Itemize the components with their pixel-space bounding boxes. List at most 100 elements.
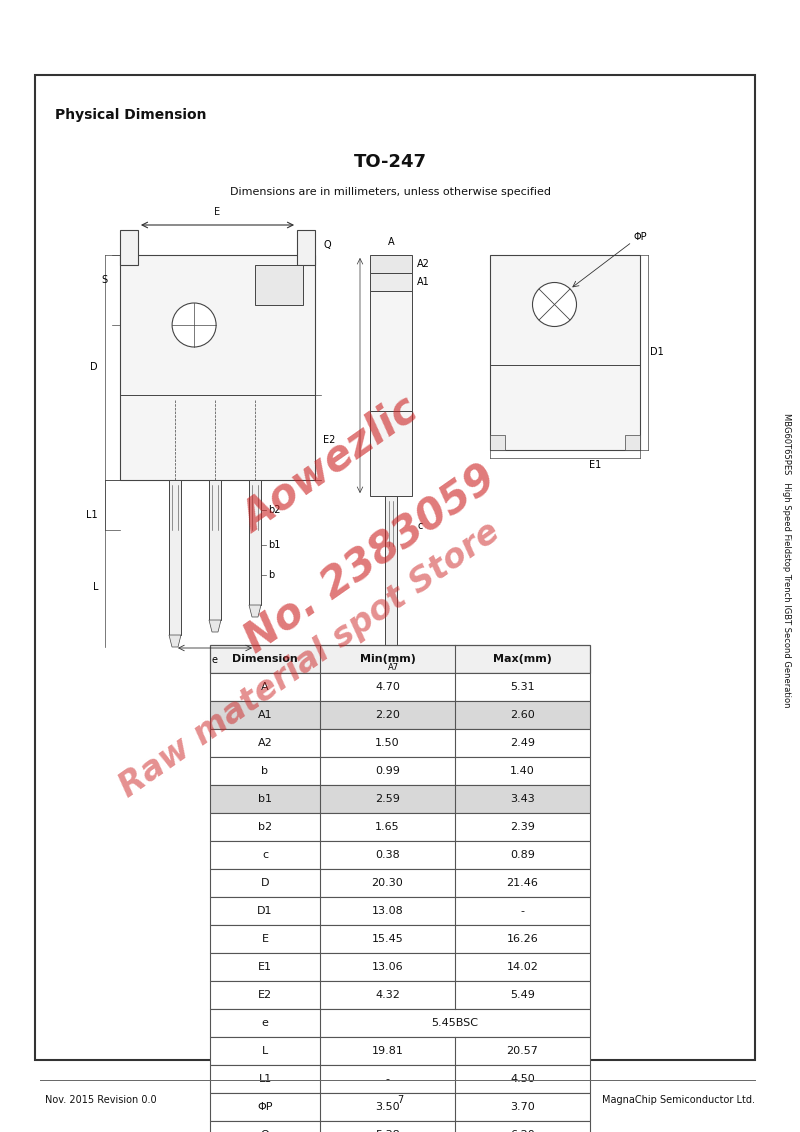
Text: 0.89: 0.89 <box>510 850 535 860</box>
Bar <box>35 75 755 1060</box>
Bar <box>210 645 590 674</box>
Text: ΦP: ΦP <box>258 1101 273 1112</box>
Text: E2: E2 <box>323 435 335 445</box>
Text: D: D <box>261 878 270 887</box>
Bar <box>249 480 261 604</box>
Bar <box>370 255 412 273</box>
Text: c: c <box>262 850 268 860</box>
Text: E2: E2 <box>258 990 272 1000</box>
Text: 0.99: 0.99 <box>375 766 400 777</box>
Text: 1.40: 1.40 <box>510 766 535 777</box>
Text: b2: b2 <box>268 505 281 515</box>
Bar <box>210 869 590 897</box>
Bar <box>210 784 590 813</box>
Text: E: E <box>214 207 220 217</box>
Circle shape <box>533 283 577 326</box>
Text: E1: E1 <box>258 962 272 972</box>
Text: A7: A7 <box>387 662 398 671</box>
Text: 13.06: 13.06 <box>372 962 403 972</box>
Text: b1: b1 <box>268 540 280 550</box>
Bar <box>490 435 505 451</box>
Text: b: b <box>262 766 269 777</box>
Polygon shape <box>209 620 221 632</box>
Text: 1.50: 1.50 <box>375 738 400 748</box>
Text: 7: 7 <box>397 1095 403 1105</box>
Text: 6.20: 6.20 <box>510 1130 535 1132</box>
Text: L: L <box>262 1046 268 1056</box>
Bar <box>370 291 412 411</box>
Bar <box>370 273 412 291</box>
Text: L: L <box>93 582 98 592</box>
Text: 13.08: 13.08 <box>372 906 403 916</box>
Text: 4.70: 4.70 <box>375 681 400 692</box>
Text: 20.30: 20.30 <box>372 878 403 887</box>
Text: 2.59: 2.59 <box>375 794 400 804</box>
Text: 19.81: 19.81 <box>371 1046 403 1056</box>
Polygon shape <box>385 651 397 663</box>
Bar <box>210 701 590 729</box>
Text: Q: Q <box>261 1130 270 1132</box>
Bar <box>210 953 590 981</box>
Text: 0.38: 0.38 <box>375 850 400 860</box>
Bar <box>120 230 138 265</box>
Bar <box>385 496 397 651</box>
Text: 1.65: 1.65 <box>375 822 400 832</box>
Polygon shape <box>249 604 261 617</box>
Text: Min(mm): Min(mm) <box>359 654 415 664</box>
Text: 2.60: 2.60 <box>510 710 535 720</box>
Text: 20.57: 20.57 <box>506 1046 538 1056</box>
Text: D1: D1 <box>258 906 273 916</box>
Text: 2.20: 2.20 <box>375 710 400 720</box>
Circle shape <box>172 303 216 348</box>
Text: e: e <box>262 1018 269 1028</box>
Bar <box>209 480 221 620</box>
Text: Physical Dimension: Physical Dimension <box>55 108 206 122</box>
Text: Max(mm): Max(mm) <box>493 654 552 664</box>
Bar <box>210 1037 590 1065</box>
Text: Nov. 2015 Revision 0.0: Nov. 2015 Revision 0.0 <box>45 1095 157 1105</box>
Bar <box>169 480 181 635</box>
Bar <box>370 411 412 496</box>
Text: Raw material spot Store: Raw material spot Store <box>114 515 506 805</box>
Text: MBG60T65PES   High Speed Fieldstop Trench IGBT Second Generation: MBG60T65PES High Speed Fieldstop Trench … <box>782 413 791 708</box>
Text: A1: A1 <box>417 277 430 288</box>
Text: E1: E1 <box>589 460 601 470</box>
Text: A2: A2 <box>258 738 272 748</box>
Bar <box>210 674 590 701</box>
Bar <box>210 841 590 869</box>
Bar <box>210 1121 590 1132</box>
Text: L1: L1 <box>258 1074 272 1084</box>
Bar <box>210 1009 590 1037</box>
Text: A1: A1 <box>258 710 272 720</box>
Text: e: e <box>212 655 218 664</box>
Polygon shape <box>169 635 181 648</box>
Bar <box>210 757 590 784</box>
Text: -: - <box>386 1074 390 1084</box>
Text: A: A <box>388 237 394 247</box>
Text: Dimension: Dimension <box>232 654 298 664</box>
Text: E: E <box>262 934 269 944</box>
Text: 5.49: 5.49 <box>510 990 535 1000</box>
Text: 5.31: 5.31 <box>510 681 535 692</box>
Text: Q: Q <box>323 240 330 250</box>
Text: 4.50: 4.50 <box>510 1074 535 1084</box>
Bar <box>210 813 590 841</box>
Text: b: b <box>268 571 274 580</box>
Bar <box>210 729 590 757</box>
Text: 16.26: 16.26 <box>506 934 538 944</box>
Text: 3.50: 3.50 <box>375 1101 400 1112</box>
Text: Dimensions are in millimeters, unless otherwise specified: Dimensions are in millimeters, unless ot… <box>230 187 550 197</box>
Text: 2.49: 2.49 <box>510 738 535 748</box>
Bar <box>210 981 590 1009</box>
Text: TO-247: TO-247 <box>354 153 426 171</box>
Text: A2: A2 <box>417 259 430 269</box>
Text: 3.43: 3.43 <box>510 794 535 804</box>
Bar <box>255 265 303 305</box>
Bar <box>490 255 640 451</box>
Text: 5.38: 5.38 <box>375 1130 400 1132</box>
Text: -: - <box>521 906 525 916</box>
Text: 15.45: 15.45 <box>372 934 403 944</box>
Bar <box>210 897 590 925</box>
Text: S: S <box>102 275 108 285</box>
Text: 21.46: 21.46 <box>506 878 538 887</box>
